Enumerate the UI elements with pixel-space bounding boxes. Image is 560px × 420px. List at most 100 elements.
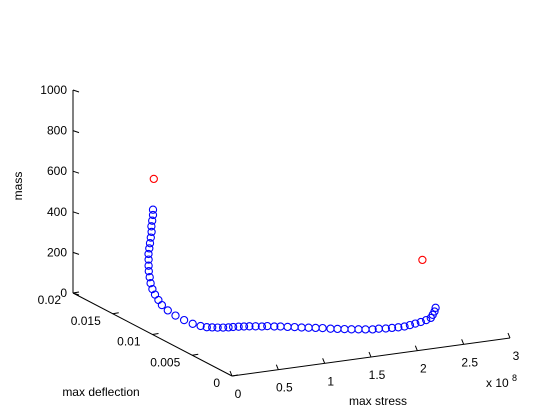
data-point-s0-27: [224, 323, 233, 332]
y-axis-label: max deflection: [62, 385, 139, 399]
data-point-s0-26: [218, 323, 228, 332]
data-point-s0-16: [154, 295, 163, 305]
data-point-s0-42: [318, 323, 327, 333]
data-point-s0-21: [188, 319, 197, 328]
data-point-s0-1: [148, 210, 158, 220]
data-point-s0-33: [257, 322, 267, 331]
data-point-s0-37: [283, 322, 292, 332]
x-tick-label-1: 0.5: [276, 381, 293, 395]
data-point-s1-1: [418, 255, 427, 265]
data-point-s0-8: [144, 249, 153, 259]
x-tick-0: [229, 370, 233, 377]
x-tick-label-4: 2: [420, 362, 427, 376]
data-point-s0-55: [405, 320, 415, 330]
data-point-s0-30: [239, 322, 249, 331]
x-axis-multiplier: x 10 8: [486, 373, 517, 390]
data-point-s0-46: [347, 325, 356, 334]
y-tick-2: [152, 333, 159, 335]
data-point-s0-34: [263, 321, 272, 331]
z-tick-2: [72, 211, 80, 215]
x-tick-4: [414, 345, 418, 351]
data-point-s0-6: [145, 239, 155, 248]
data-point-s0-18: [163, 306, 172, 315]
x-tick-label-0: 0: [235, 387, 242, 401]
data-point-s0-25: [213, 323, 222, 332]
data-point-s0-20: [179, 315, 189, 325]
z-tick-label-2: 400: [47, 205, 67, 219]
y-tick-label-2: 0.01: [117, 335, 141, 349]
y-tick-label-3: 0.015: [71, 314, 101, 328]
z-tick-label-0: 0: [60, 286, 67, 300]
data-point-s0-29: [234, 322, 243, 331]
data-point-s0-45: [340, 324, 349, 334]
x-axis-label: max stress: [349, 394, 407, 408]
z-tick-label-4: 800: [47, 124, 67, 138]
y-tick-0: [231, 374, 239, 377]
z-tick-0: [72, 292, 80, 296]
data-point-s0-41: [311, 323, 320, 333]
data-point-s0-51: [381, 324, 390, 333]
data-point-s0-57: [416, 317, 425, 327]
x-tick-label-3: 1.5: [369, 368, 386, 382]
data-points: [144, 174, 440, 334]
data-point-s0-23: [202, 323, 211, 332]
data-point-s0-28: [228, 322, 238, 332]
data-point-s0-32: [251, 322, 260, 331]
x-tick-label-5: 2.5: [461, 355, 478, 369]
x-tick-3: [368, 351, 372, 358]
data-point-s0-2: [148, 216, 157, 225]
data-point-s0-48: [361, 325, 370, 334]
z-axis-label: mass: [11, 172, 25, 201]
data-point-s0-58: [422, 315, 431, 325]
data-point-s0-44: [333, 324, 342, 334]
data-point-s0-43: [326, 324, 335, 333]
y-tick-1: [192, 353, 199, 356]
y-tick-3: [112, 312, 119, 315]
tick-marks: [72, 89, 511, 377]
x-axis-multiplier-base: x 10: [486, 376, 509, 390]
x-tick-2: [322, 358, 326, 364]
x-tick-1: [275, 364, 279, 370]
data-point-s0-12: [145, 273, 154, 282]
data-point-s1-0: [149, 174, 158, 184]
data-point-s0-62: [431, 303, 440, 312]
z-tick-label-3: 600: [47, 164, 67, 178]
data-point-s0-52: [387, 323, 397, 333]
data-point-s0-4: [147, 227, 156, 237]
data-point-s0-35: [270, 322, 279, 331]
z-tick-5: [72, 89, 80, 93]
x-tick-label-2: 1: [327, 374, 334, 388]
data-point-s0-49: [368, 325, 377, 334]
data-point-s0-17: [157, 300, 167, 310]
data-point-s0-53: [394, 323, 403, 332]
x-tick-6: [507, 332, 511, 339]
data-point-s0-61: [430, 307, 439, 316]
data-point-s0-38: [290, 322, 299, 332]
z-tick-label-1: 200: [47, 245, 67, 259]
data-point-s0-10: [144, 261, 153, 270]
x-tick-5: [461, 339, 465, 345]
data-point-s0-22: [196, 321, 205, 331]
data-point-s0-39: [297, 323, 306, 332]
x-tick-label-6: 3: [513, 349, 520, 363]
data-point-s0-9: [144, 255, 153, 264]
data-point-s0-11: [144, 267, 153, 276]
z-tick-4: [72, 130, 80, 134]
z-tick-label-5: 1000: [40, 83, 67, 97]
data-point-s0-56: [411, 319, 420, 328]
y-tick-label-0: 0: [213, 376, 220, 390]
z-tick-1: [72, 251, 80, 255]
z-tick-3: [72, 170, 80, 174]
data-point-s0-54: [400, 322, 409, 331]
data-point-s0-7: [145, 244, 154, 253]
y-tick-label-4: 0.02: [38, 293, 62, 307]
axes: [72, 90, 511, 377]
data-point-s0-24: [208, 323, 217, 332]
data-point-s0-13: [146, 279, 155, 288]
x-axis-multiplier-exponent: 8: [512, 373, 517, 383]
y-tick-label-1: 0.005: [150, 355, 180, 369]
data-point-s0-31: [245, 322, 254, 331]
